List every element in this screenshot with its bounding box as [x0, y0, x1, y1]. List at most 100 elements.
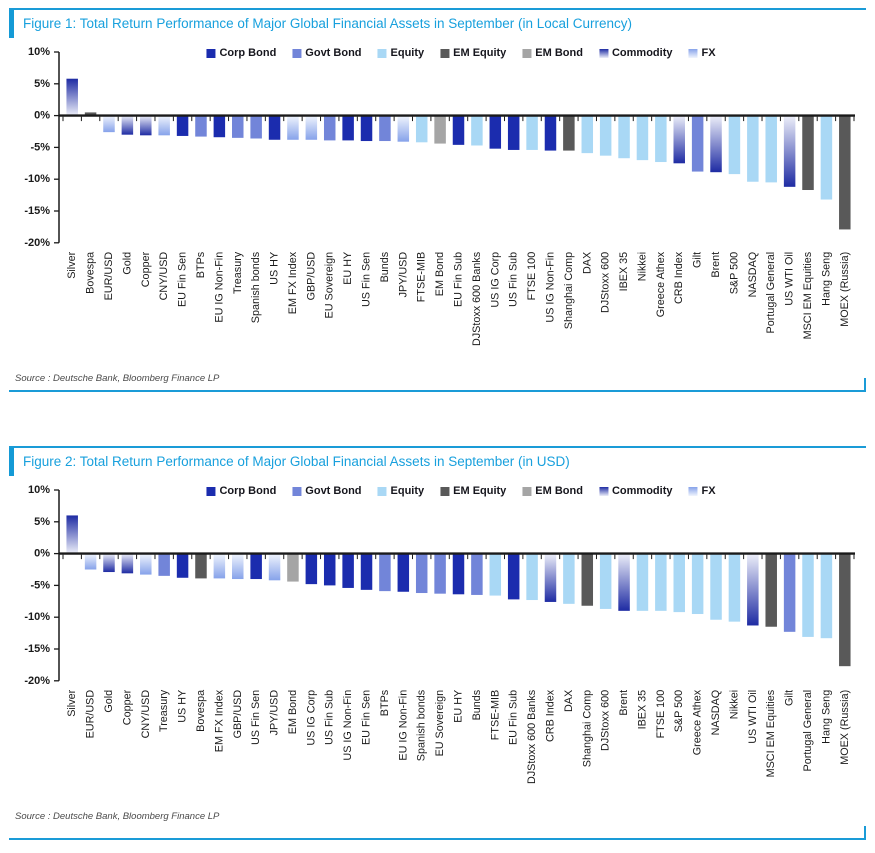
x-label-msci-em-equities: MSCI EM Equities	[802, 251, 814, 339]
bar-copper	[140, 115, 152, 136]
x-label-dax: DAX	[581, 252, 593, 274]
x-label-eu-ig-non-fin: EU IG Non-Fin	[213, 252, 225, 323]
bar-eu-ig-non-fin	[213, 115, 226, 138]
x-label-us-fin-sen: US Fin Sen	[250, 690, 262, 745]
x-label-silver: Silver	[66, 251, 78, 278]
y-tick-label-10: 10%	[28, 484, 50, 496]
x-label-bunds: Bunds	[471, 689, 483, 720]
x-label-nikkei: Nikkei	[728, 690, 740, 719]
x-label-shanghai-comp: Shanghai Comp	[563, 252, 575, 329]
bar-us-ig-corp	[489, 115, 502, 149]
legend-item-fx: FX	[688, 485, 716, 497]
x-label-gilt: Gilt	[692, 252, 704, 268]
legend-label-govt-bond: Govt Bond	[305, 47, 362, 59]
figure1-title-row: Figure 1: Total Return Performance of Ma…	[9, 10, 866, 38]
x-axis	[59, 114, 855, 122]
x-axis	[59, 552, 855, 560]
x-label-eu-hy: EU HY	[453, 690, 465, 723]
legend-item-govt-bond: Govt Bond	[292, 485, 362, 497]
bar-gilt	[783, 553, 796, 632]
bar-greece-athex	[655, 115, 667, 163]
figure1-title: Figure 1: Total Return Performance of Ma…	[23, 16, 633, 31]
bar-nasdaq	[710, 553, 722, 620]
bar-eu-fin-sen	[360, 553, 373, 590]
x-label-hang-seng: Hang Seng	[820, 252, 832, 306]
bar-btps	[195, 115, 207, 137]
legend-swatch-em-equity	[440, 48, 450, 58]
x-label-jpy-usd: JPY/USD	[397, 252, 409, 298]
x-label-eu-fin-sub: EU Fin Sub	[508, 690, 520, 745]
x-label-hang-seng: Hang Seng	[820, 690, 832, 744]
figure2-legend: Corp Bond Govt Bond Equity EM Equity EM Bond…	[206, 485, 716, 497]
figure1-bar-chart: 10% 5% 0% -5% -10% -15% -20% Silver Bovespa EUR/U…	[24, 46, 855, 346]
x-label-em-bond: EM Bond	[434, 252, 446, 296]
bar-eu-sovereign	[323, 115, 336, 141]
x-label-djstoxx-600: DJStoxx 600	[600, 252, 612, 313]
x-label-us-fin-sub: US Fin Sub	[508, 252, 520, 307]
bar-copper	[121, 553, 134, 574]
x-label-spanish-bonds: Spanish bonds	[250, 251, 262, 323]
bar-ibex-35	[636, 553, 649, 611]
x-label-djstoxx-600: DJStoxx 600	[600, 690, 612, 751]
legend-swatch-corp-bond	[206, 48, 216, 58]
legend-item-commodity: Commodity	[598, 485, 672, 497]
x-labels: Silver EUR/USD Gold Copper CNY/USD Treasury US…	[66, 689, 851, 784]
bar-em-fx-index	[287, 115, 299, 140]
x-label-greece-athex: Greece Athex	[655, 251, 667, 317]
x-label-btps: BTPs	[379, 689, 391, 716]
legend-swatch-em-bond	[522, 486, 532, 496]
bar-bovespa	[195, 553, 207, 579]
y-axis: 10% 5% 0% -5% -10% -15% -20%	[24, 46, 60, 249]
bars	[66, 515, 851, 667]
bar-hang-seng	[820, 553, 833, 639]
legend-label-em-bond: EM Bond	[535, 485, 583, 497]
bar-msci-em-equities	[802, 115, 814, 191]
legend-label-em-equity: EM Equity	[453, 47, 507, 59]
bar-portugal-general	[802, 553, 814, 637]
x-label-treasury: Treasury	[232, 251, 244, 294]
bar-djstoxx-600	[599, 553, 612, 609]
bar-crb-index	[673, 115, 685, 164]
legend-swatch-commodity	[598, 486, 608, 496]
bar-gilt	[691, 115, 704, 172]
bar-em-bond	[434, 115, 446, 144]
x-label-eu-fin-sen: EU Fin Sen	[361, 690, 373, 745]
x-label-crb-index: CRB Index	[544, 689, 556, 742]
bar-portugal-general	[765, 115, 777, 183]
x-label-portugal-general: Portugal General	[765, 252, 777, 334]
bar-silver	[66, 78, 78, 116]
bar-eu-fin-sub	[452, 115, 465, 145]
x-label-gold: Gold	[121, 252, 133, 275]
bar-jpy-usd	[397, 115, 410, 142]
bar-s-p-500	[728, 115, 741, 175]
figure2-title-row: Figure 2: Total Return Performance of Ma…	[9, 448, 866, 476]
bar-moex-russia	[839, 115, 851, 230]
y-tick-label--10: -10%	[24, 173, 50, 185]
legend-label-corp-bond: Corp Bond	[219, 485, 277, 497]
legend-label-corp-bond: Corp Bond	[219, 47, 277, 59]
bars	[66, 78, 851, 230]
x-label-us-fin-sub: US Fin Sub	[324, 690, 336, 745]
legend-item-corp-bond: Corp Bond	[206, 47, 276, 59]
y-tick-label-0: 0%	[34, 110, 50, 122]
bar-us-ig-corp	[305, 553, 318, 585]
x-label-bovespa: Bovespa	[85, 252, 97, 294]
x-label-djstoxx-600-banks: DJStoxx 600 Banks	[526, 689, 538, 784]
legend-item-em-equity: EM Equity	[440, 485, 506, 497]
y-axis: 10% 5% 0% -5% -10% -15% -20%	[24, 484, 60, 687]
bar-spanish-bonds	[250, 115, 262, 139]
x-label-nikkei: Nikkei	[636, 252, 648, 281]
legend-label-govt-bond: Govt Bond	[305, 485, 362, 497]
x-label-em-fx-index: EM FX Index	[213, 689, 225, 752]
legend-swatch-fx	[688, 48, 698, 58]
x-label-silver: Silver	[66, 689, 78, 716]
y-tick-label-5: 5%	[34, 516, 50, 528]
bar-dax	[563, 553, 575, 604]
x-label-cny-usd: CNY/USD	[158, 252, 170, 301]
figure-1-panel: Figure 1: Total Return Performance of Ma…	[9, 8, 866, 392]
x-label-ftse-100: FTSE 100	[526, 252, 538, 301]
bar-greece-athex	[691, 553, 704, 615]
figure2-bar-chart: 10% 5% 0% -5% -10% -15% -20% Silver EUR/USD Gold C…	[24, 484, 855, 784]
bar-ftse-mib	[415, 115, 428, 143]
x-label-us-hy: US HY	[177, 690, 189, 723]
